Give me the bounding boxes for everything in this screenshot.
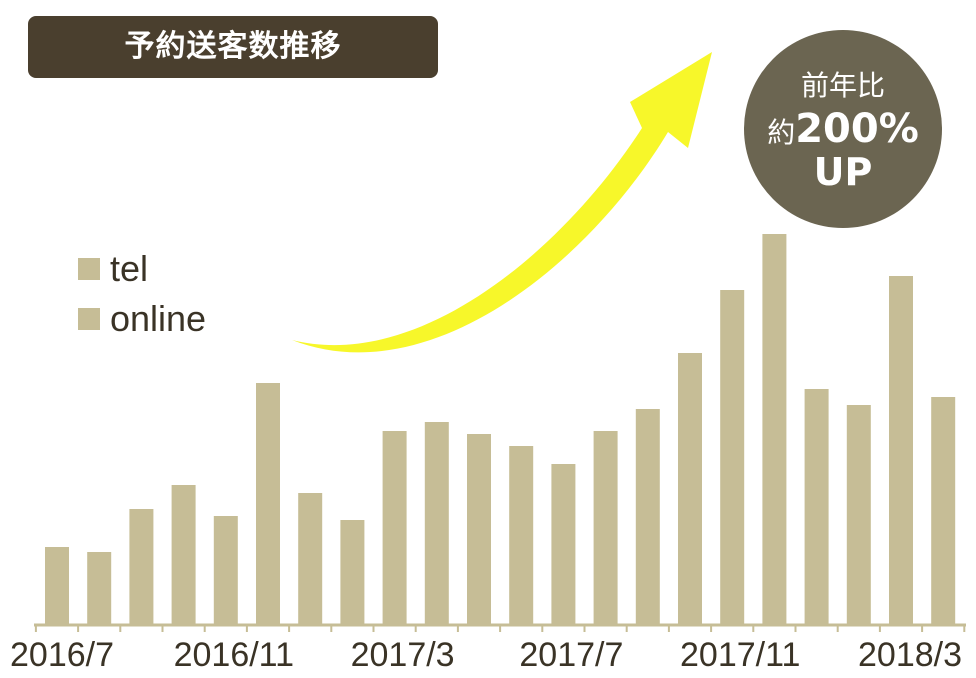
trend-arrow-icon [292, 52, 712, 353]
bar-2018/4 [931, 397, 956, 624]
bar-2016/7 [45, 547, 69, 624]
bar-2018/1 [804, 389, 829, 624]
growth-badge: 前年比 約200% UP [744, 30, 942, 228]
bar-2017/2 [340, 520, 365, 624]
x-tick-label: 2017/7 [519, 636, 623, 674]
bar-2017/3 [382, 431, 407, 624]
bar-2017/12 [762, 234, 787, 624]
legend-label-online: online [110, 298, 207, 339]
legend: tel online [78, 244, 206, 344]
bar-2017/8 [593, 431, 618, 624]
x-tick-label: 2017/11 [680, 636, 800, 674]
bar-2016/10 [171, 485, 196, 624]
chart-title: 予約送客数推移 [28, 16, 438, 78]
badge-prefix: 約 [767, 116, 796, 149]
bar-2017/9 [635, 409, 660, 624]
bar-2018/2 [846, 405, 871, 624]
x-axis-ticks [34, 625, 966, 632]
bar-2017/7 [551, 464, 576, 624]
x-tick-label: 2016/7 [10, 636, 114, 674]
legend-label-tel: tel [110, 248, 149, 289]
legend-swatch-online [78, 308, 100, 330]
bar-2016/8 [87, 552, 112, 624]
bar-2017/11 [720, 290, 745, 624]
badge-line1: 前年比 [800, 69, 885, 102]
legend-swatch-tel [78, 258, 100, 280]
badge-value: 200% [795, 106, 919, 152]
x-axis-tick-labels: 2016/7 2016/11 2017/3 2017/7 2017/11 2018/3 [10, 636, 962, 674]
bar-2016/9 [129, 509, 154, 624]
x-tick-label: 2017/3 [351, 636, 455, 674]
bar-2016/11 [213, 516, 238, 624]
bar-2016/12 [256, 383, 280, 624]
badge-line2: 約200% [744, 106, 942, 152]
bar-2017/10 [678, 353, 702, 624]
x-tick-label: 2016/11 [174, 636, 294, 674]
x-tick-label: 2018/3 [858, 636, 962, 674]
legend-item-tel: tel [78, 244, 206, 294]
badge-line3: UP [813, 150, 873, 194]
bar-2017/6 [509, 446, 534, 624]
bar-2017/5 [467, 434, 491, 624]
legend-item-online: online [78, 294, 206, 344]
bar-group [45, 234, 956, 624]
bar-2017/4 [424, 422, 449, 624]
bar-2018/3 [889, 276, 913, 624]
bar-2017/1 [298, 493, 323, 624]
